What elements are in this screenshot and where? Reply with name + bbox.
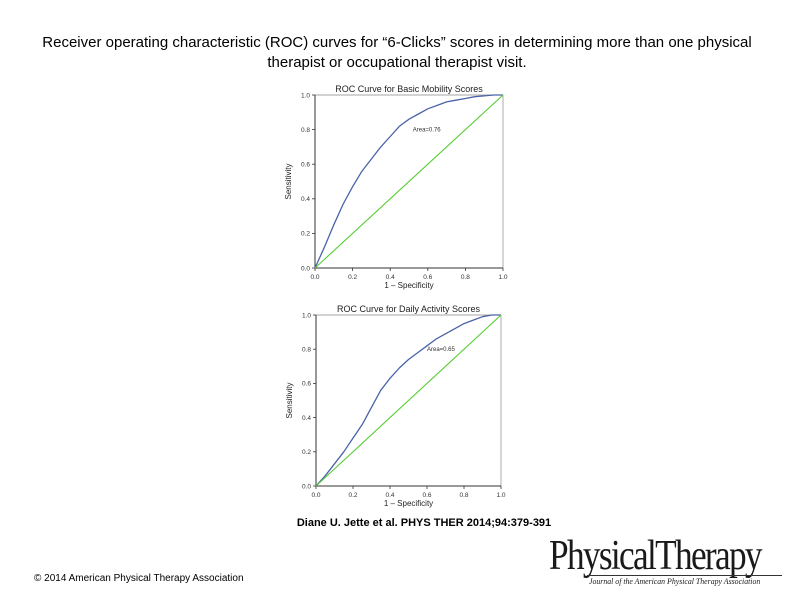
copyright-notice: © 2014 American Physical Therapy Associa… (34, 573, 244, 584)
citation: Diane U. Jette et al. PHYS THER 2014;94:… (296, 517, 552, 529)
y-tick-label: 0.6 (301, 162, 310, 169)
x-tick-label: 0.6 (422, 492, 431, 499)
x-axis-label: 1 – Specificity (384, 281, 433, 290)
x-tick-label: 0.8 (459, 492, 468, 499)
y-tick-label: 0.8 (301, 127, 310, 134)
y-tick-label: 0.4 (301, 196, 310, 203)
reference-line (315, 314, 502, 487)
y-tick-label: 1.0 (301, 92, 310, 99)
x-axis-label: 1 – Specificity (384, 499, 433, 508)
x-tick-label: 0.2 (348, 274, 357, 281)
roc-curve (314, 94, 503, 269)
x-tick-label: 0.6 (423, 274, 432, 281)
chart-title: ROC Curve for Daily Activity Scores (337, 304, 481, 314)
roc-curve (315, 314, 501, 487)
reference-line (314, 94, 504, 269)
x-tick-label: 0.4 (386, 274, 395, 281)
y-tick-label: 0.0 (302, 483, 311, 490)
y-axis-label: Sensitivity (284, 163, 293, 199)
x-tick-label: 0.8 (461, 274, 470, 281)
y-tick-label: 0.2 (301, 231, 310, 238)
y-tick-label: 0.4 (302, 415, 311, 422)
area-annotation: Area=0.76 (413, 127, 442, 133)
y-tick-label: 1.0 (302, 312, 311, 319)
journal-logo-rule (587, 575, 782, 576)
chart-title: ROC Curve for Basic Mobility Scores (335, 84, 483, 94)
y-tick-label: 0.0 (301, 265, 310, 272)
x-tick-label: 0.0 (311, 492, 320, 499)
journal-logo: PhysicalTherapy Journal of the American … (549, 533, 782, 586)
y-tick-label: 0.8 (302, 347, 311, 354)
y-tick-label: 0.2 (302, 449, 311, 456)
x-tick-label: 0.4 (385, 492, 394, 499)
x-tick-label: 1.0 (496, 492, 505, 499)
x-tick-label: 1.0 (498, 274, 507, 281)
journal-logo-wordmark: PhysicalTherapy (549, 533, 763, 579)
y-tick-label: 0.6 (302, 381, 311, 388)
y-axis-label: Sensitivity (285, 382, 294, 418)
area-annotation: Area=0.65 (427, 347, 456, 353)
x-tick-label: 0.2 (348, 492, 357, 499)
slide-title: Receiver operating characteristic (ROC) … (42, 34, 752, 71)
x-tick-label: 0.0 (310, 274, 319, 281)
journal-logo-subtitle: Journal of the American Physical Therapy… (589, 576, 761, 586)
